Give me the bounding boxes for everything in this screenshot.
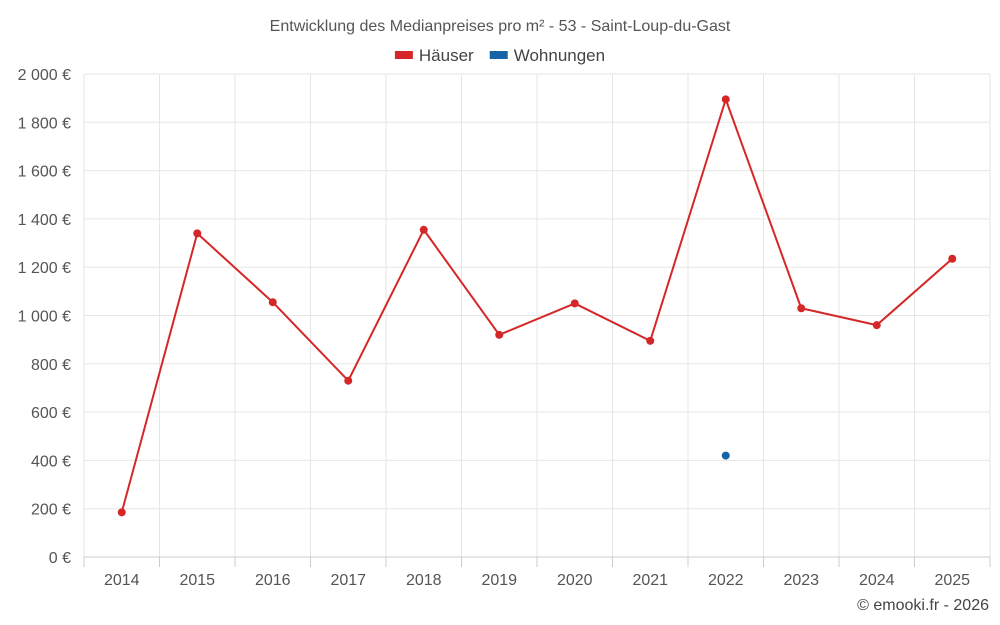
- legend-item-wohnungen[interactable]: Wohnungen: [489, 46, 605, 65]
- legend-label: Häuser: [419, 46, 474, 65]
- data-point[interactable]: [797, 304, 806, 313]
- series-line: [120, 98, 953, 513]
- data-point[interactable]: [570, 299, 579, 308]
- legend-swatch: [489, 51, 508, 59]
- data-point[interactable]: [117, 508, 126, 517]
- data-point[interactable]: [495, 330, 504, 339]
- series-layer: [117, 95, 957, 517]
- x-tick-label: 2024: [859, 572, 895, 589]
- y-tick-label: 1 800 €: [18, 115, 71, 132]
- data-point[interactable]: [646, 336, 655, 345]
- axis-layer: 0 € 200 € 400 € 600 € 800 € 1 000 € 1 200 € 1 4…: [18, 67, 991, 589]
- data-point[interactable]: [344, 376, 353, 385]
- x-tick-label: 2016: [255, 572, 291, 589]
- x-tick-label: 2015: [179, 572, 215, 589]
- data-point[interactable]: [721, 95, 730, 104]
- y-tick-label: 200 €: [31, 502, 71, 519]
- series-häuser: [117, 95, 957, 517]
- credit-label: © emooki.fr - 2026: [857, 597, 989, 614]
- y-tick-label: 2 000 €: [18, 67, 71, 84]
- x-tick-label: 2017: [330, 572, 366, 589]
- y-tick-label: 1 200 €: [18, 260, 71, 277]
- grid-layer: [83, 73, 991, 557]
- x-tick-label: 2022: [708, 572, 744, 589]
- x-tick-label: 2014: [104, 572, 140, 589]
- x-tick-label: 2018: [406, 572, 442, 589]
- data-point[interactable]: [948, 254, 957, 263]
- data-point[interactable]: [872, 321, 881, 330]
- y-tick-label: 1 400 €: [18, 212, 71, 229]
- legend-item-häuser[interactable]: Häuser: [394, 46, 474, 65]
- series-wohnungen: [721, 451, 730, 460]
- x-tick-label: 2020: [557, 572, 593, 589]
- x-tick-label: 2021: [632, 572, 668, 589]
- data-point[interactable]: [268, 298, 277, 307]
- data-point[interactable]: [419, 225, 428, 234]
- legend-swatch: [394, 51, 413, 59]
- data-point[interactable]: [193, 229, 202, 238]
- x-tick-label: 2019: [481, 572, 517, 589]
- y-tick-label: 1 000 €: [18, 309, 71, 326]
- y-tick-label: 1 600 €: [18, 164, 71, 181]
- legend[interactable]: Häuser Wohnungen: [394, 46, 605, 65]
- y-tick-label: 400 €: [31, 453, 71, 470]
- legend-label: Wohnungen: [514, 46, 605, 65]
- chart-title: Entwicklung des Medianpreises pro m² - 5…: [270, 18, 731, 35]
- y-tick-label: 600 €: [31, 405, 71, 422]
- data-point[interactable]: [721, 451, 730, 460]
- y-tick-label: 800 €: [31, 357, 71, 374]
- y-tick-label: 0 €: [49, 550, 71, 567]
- x-tick-label: 2025: [934, 572, 970, 589]
- x-tick-label: 2023: [783, 572, 819, 589]
